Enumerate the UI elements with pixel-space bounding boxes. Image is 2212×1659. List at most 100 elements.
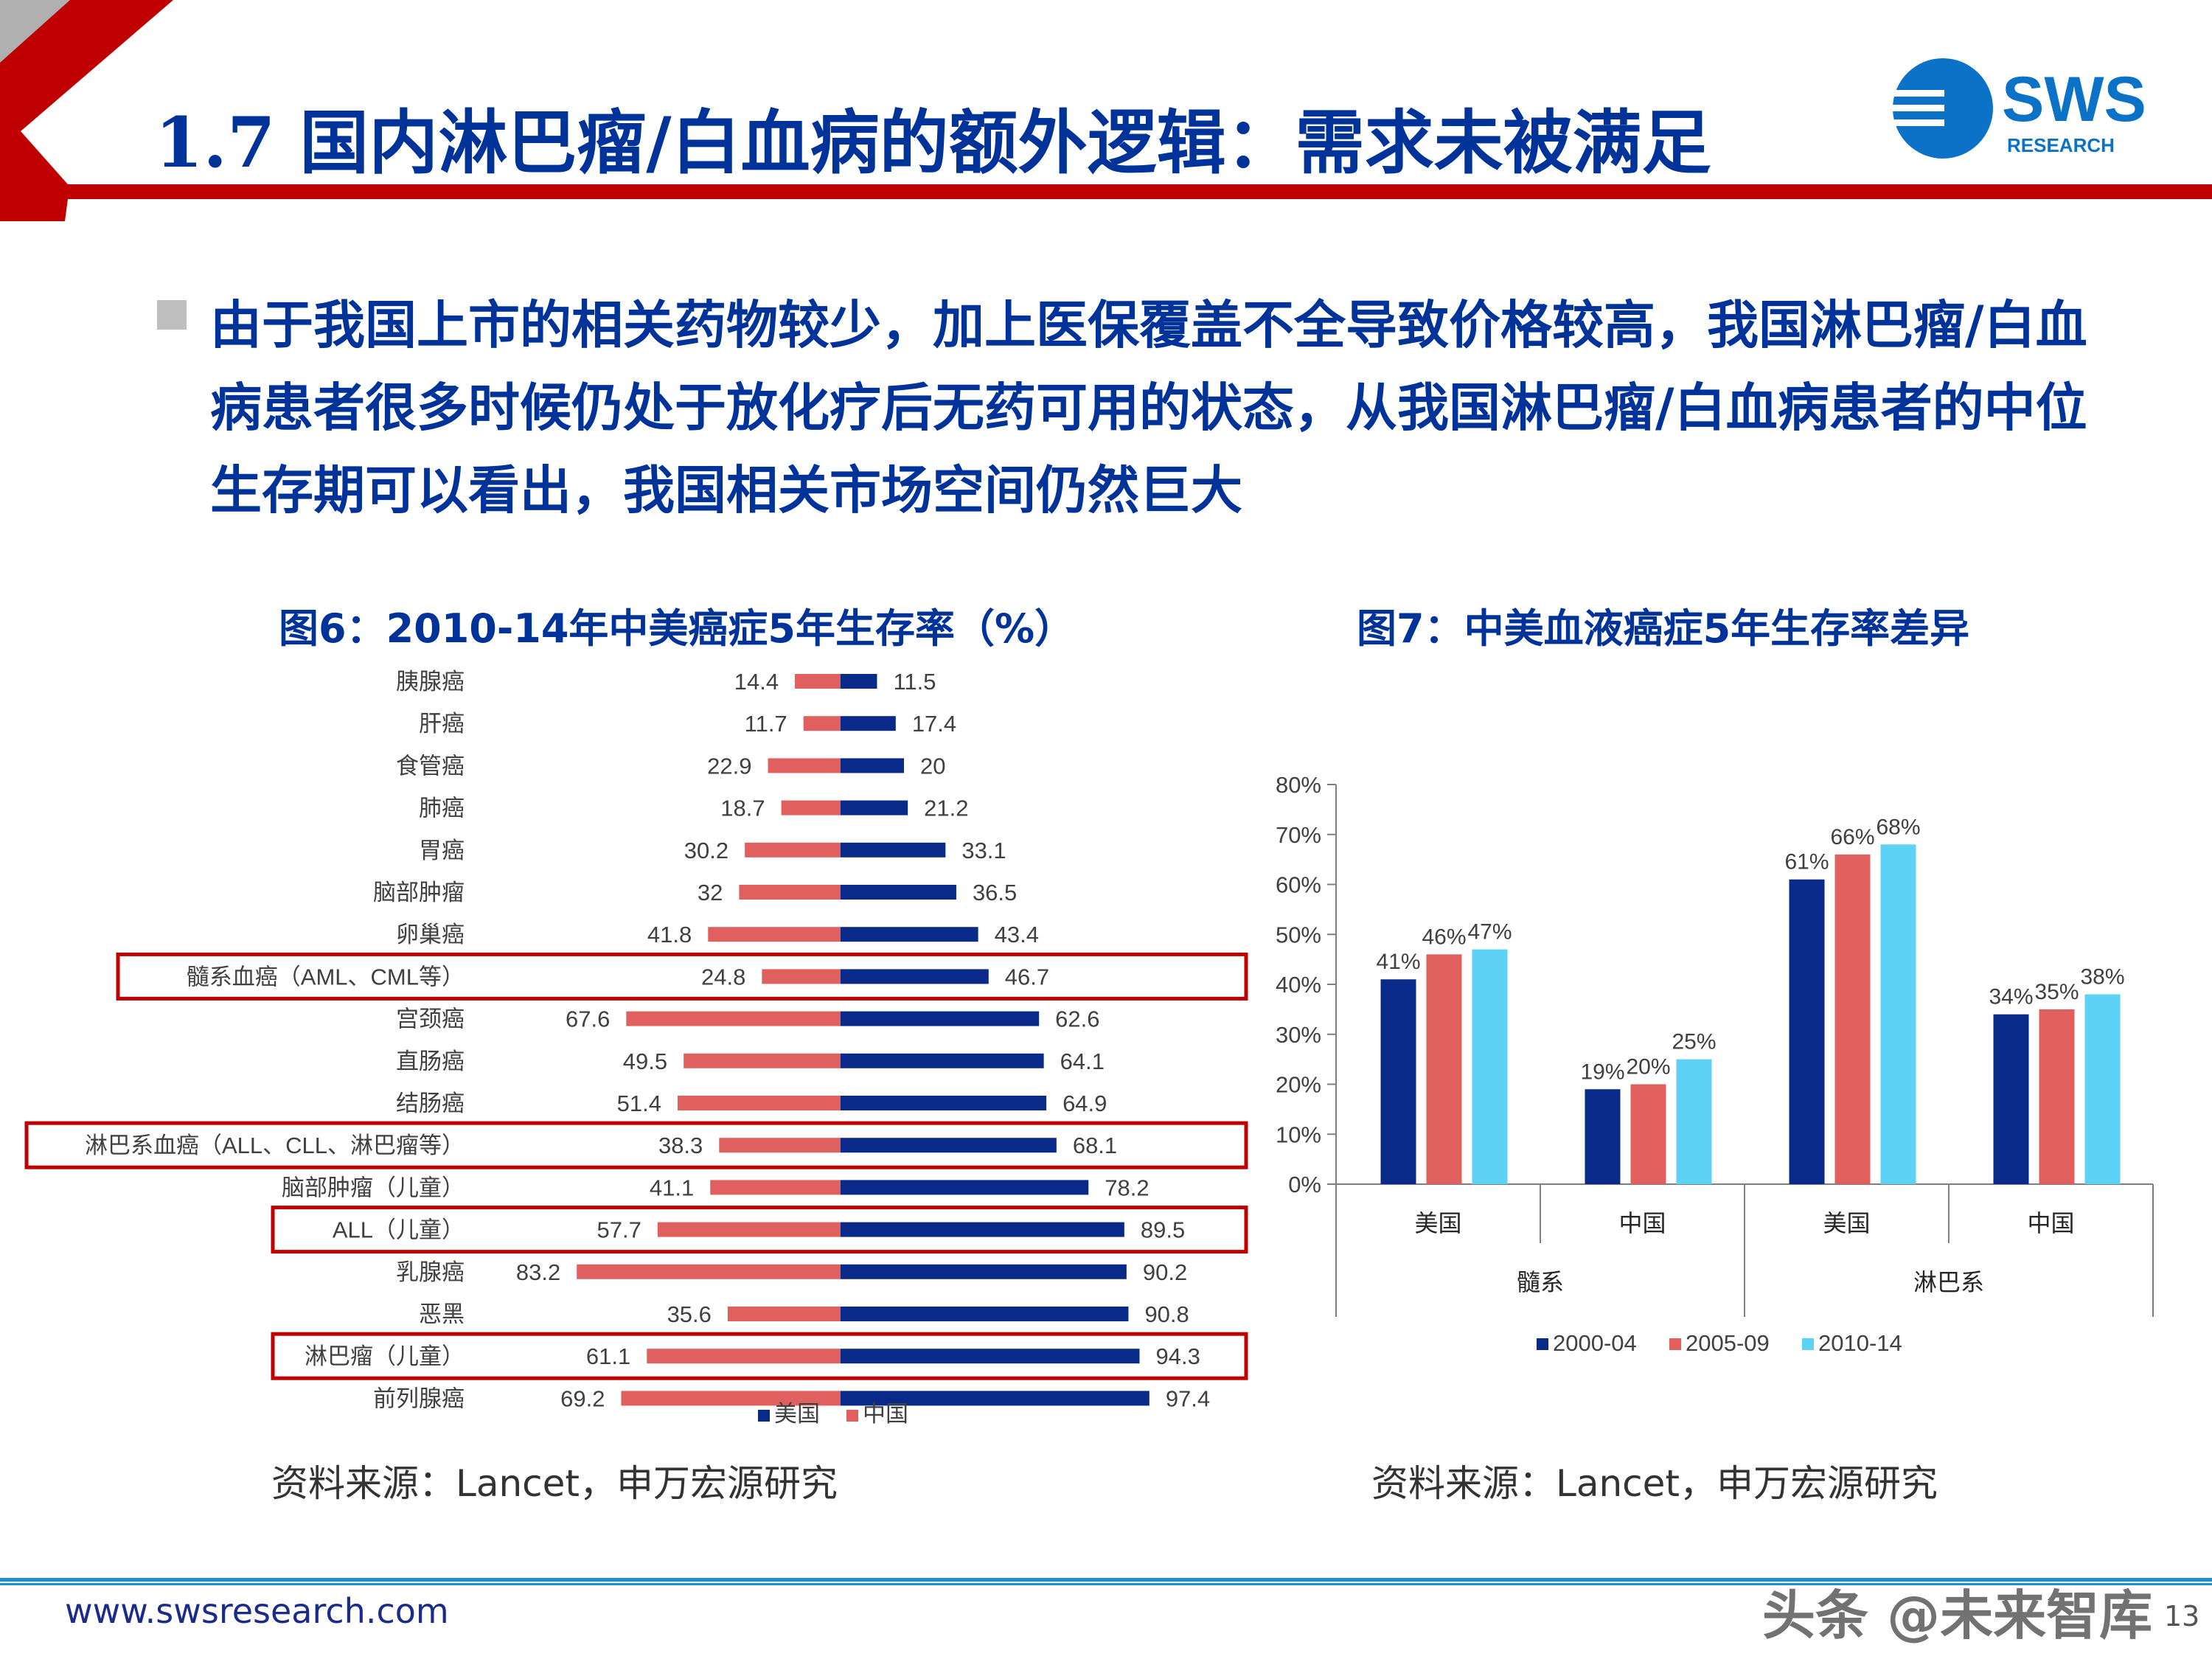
data-label-us: 68.1 (1073, 1133, 1117, 1158)
bar-china (762, 969, 841, 984)
data-label-china: 22.9 (707, 753, 751, 779)
data-label-us: 36.5 (973, 880, 1017, 905)
bar-us (841, 1222, 1124, 1237)
data-label-china: 49.5 (623, 1048, 667, 1074)
logo-subname: RESEARCH (2007, 134, 2115, 156)
highlight-box (24, 1121, 1248, 1169)
data-label-china: 18.7 (720, 796, 765, 821)
category-label: 肺癌 (419, 796, 465, 821)
bar-us (841, 969, 989, 984)
chart-title-fig7: 图7：中美血液癌症5年生存率差异 (1357, 605, 1970, 652)
data-label: 47% (1467, 920, 1512, 945)
bar-china (739, 885, 841, 900)
bar-china (647, 1349, 841, 1364)
legend-label-us: 美国 (774, 1401, 820, 1427)
bar-2005-09 (1630, 1084, 1666, 1184)
bar-us (841, 1391, 1150, 1406)
legend-swatch (1669, 1338, 1681, 1350)
category-label: 胃癌 (419, 838, 465, 863)
data-label: 41% (1376, 950, 1420, 974)
data-label-china: 35.6 (667, 1301, 712, 1327)
x-category-label: 美国 (1414, 1210, 1461, 1237)
bar-us (841, 758, 904, 773)
bar-us (841, 1096, 1047, 1110)
page-title: 1.7 国内淋巴瘤/白血病的额外逻辑：需求未被满足 (155, 102, 1711, 184)
category-label: 脑部肿瘤（儿童） (282, 1175, 465, 1200)
data-label-china: 67.6 (566, 1006, 610, 1032)
data-label: 35% (2034, 980, 2079, 1004)
data-label-china: 61.1 (586, 1343, 630, 1369)
bar-us (841, 885, 956, 900)
legend-swatch-us (758, 1410, 770, 1422)
bar-china (684, 1053, 841, 1068)
data-label-china: 83.2 (516, 1259, 560, 1285)
data-label-us: 64.9 (1062, 1091, 1107, 1116)
bar-us (841, 842, 946, 858)
data-label-china: 14.4 (734, 669, 779, 695)
y-tick-label: 0% (1288, 1172, 1321, 1197)
bar-us (841, 927, 978, 942)
legend-label: 2000-04 (1553, 1330, 1637, 1356)
data-label-us: 17.4 (912, 711, 956, 737)
category-label: 直肠癌 (396, 1048, 465, 1074)
category-label: 淋巴瘤（儿童） (305, 1343, 465, 1369)
source-note-left: 资料来源：Lancet，申万宏源研究 (271, 1462, 838, 1505)
y-tick-label: 40% (1276, 972, 1321, 998)
data-label-us: 20 (920, 753, 945, 779)
footer-url[interactable]: www.swsresearch.com (65, 1591, 449, 1631)
bar-2000-04 (1993, 1014, 2029, 1184)
bar-china (781, 800, 841, 815)
y-tick-label: 20% (1276, 1072, 1321, 1098)
data-label-us: 43.4 (995, 922, 1039, 947)
category-label: 胰腺癌 (396, 669, 465, 695)
legend-label: 2005-09 (1686, 1330, 1770, 1356)
bar-2005-09 (1834, 854, 1871, 1184)
data-label-us: 46.7 (1005, 964, 1049, 990)
bar-us (841, 1349, 1140, 1364)
x-category-label: 中国 (1618, 1210, 1666, 1237)
header-grey-corner (0, 0, 70, 63)
data-label: 66% (1830, 825, 1874, 849)
bar-china (577, 1264, 841, 1279)
data-label: 20% (1626, 1055, 1670, 1079)
bar-china (626, 1011, 841, 1026)
category-label: 脑部肿瘤 (373, 880, 465, 905)
chart-fig7-grouped-bar: 0% 10% 20% 30% 40% 50% 60% 70% 80% 41%46% 47% 美国 19%… (1276, 772, 2154, 1356)
bar-china (768, 758, 841, 773)
data-label-china: 69.2 (560, 1385, 605, 1411)
bar-us (841, 1264, 1127, 1279)
category-label: 结肠癌 (396, 1091, 465, 1116)
bar-china (803, 716, 841, 731)
category-label: 食管癌 (396, 753, 465, 779)
data-label: 46% (1422, 925, 1466, 949)
data-label-china: 11.7 (745, 711, 787, 737)
y-tick-label: 80% (1276, 772, 1321, 798)
highlight-box (271, 1206, 1248, 1254)
bar-china (710, 1180, 841, 1195)
data-label: 38% (2080, 965, 2124, 990)
bullet-marker (157, 300, 187, 330)
x-category-label: 中国 (2027, 1210, 2074, 1237)
chart-title-fig6: 图6：2010-14年中美癌症5年生存率（%） (279, 605, 1075, 652)
bar-2010-14 (1676, 1059, 1712, 1184)
bullet-text: 由于我国上市的相关药物较少，加上医保覆盖不全导致价格较高，我国淋巴瘤/白血病患者… (210, 295, 2087, 521)
bar-us (841, 1011, 1040, 1026)
legend-label-china: 中国 (863, 1401, 908, 1427)
bar-china (719, 1138, 841, 1153)
header-decoration (0, 0, 2212, 221)
category-label: 卵巢癌 (396, 922, 465, 947)
category-label: 髓系血癌（AML、CML等） (187, 964, 465, 990)
bar-2005-09 (1426, 954, 1462, 1184)
y-tick-label: 70% (1276, 822, 1321, 848)
category-label: 肝癌 (419, 711, 465, 737)
data-label-china: 38.3 (658, 1133, 703, 1158)
bar-2010-14 (1472, 949, 1508, 1184)
x-group-label: 髓系 (1517, 1269, 1564, 1295)
bar-us (841, 716, 896, 731)
data-label: 61% (1784, 850, 1829, 874)
category-label: 恶黑 (419, 1301, 465, 1327)
data-label-china: 51.4 (617, 1091, 661, 1116)
bar-2000-04 (1380, 979, 1416, 1184)
data-label-china: 30.2 (684, 838, 728, 863)
bar-2000-04 (1789, 879, 1825, 1184)
